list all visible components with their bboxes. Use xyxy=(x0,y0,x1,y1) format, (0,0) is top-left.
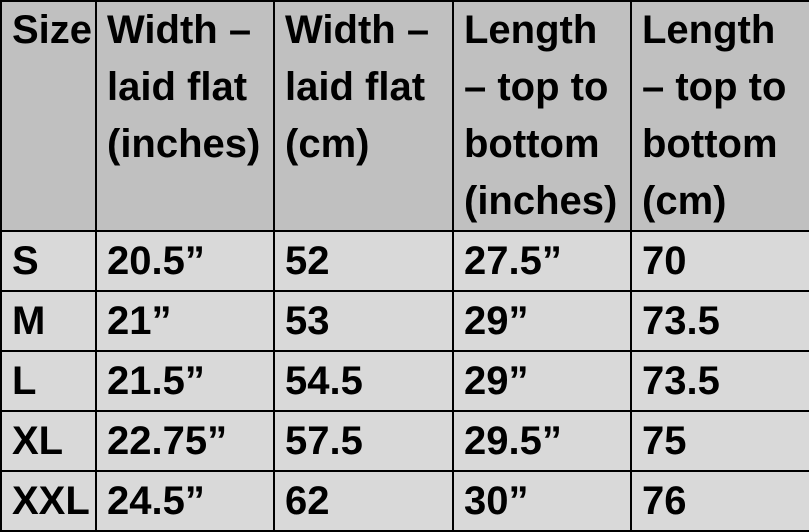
measurement-cell: 29.5” xyxy=(452,410,632,472)
measurement-cell: 53 xyxy=(273,290,454,352)
column-header-line: bottom xyxy=(464,122,600,166)
column-header-line: Width – xyxy=(285,8,430,52)
table-row: XL 22.75” 57.5 29.5” 75 xyxy=(0,410,809,472)
measurement-cell: 54.5 xyxy=(273,350,454,412)
column-header-line: Size xyxy=(12,8,93,52)
measurement-cell: 30” xyxy=(452,470,632,532)
column-header-line: (cm) xyxy=(285,122,370,166)
table-row: S 20.5” 52 27.5” 70 xyxy=(0,230,809,292)
column-header-line: – top to xyxy=(464,65,609,109)
measurement-cell: 76 xyxy=(630,470,809,532)
measurement-cell: 75 xyxy=(630,410,809,472)
size-cell: L xyxy=(0,350,97,412)
measurement-cell: 73.5 xyxy=(630,350,809,412)
measurement-cell: 73.5 xyxy=(630,290,809,352)
table-row: L 21.5” 54.5 29” 73.5 xyxy=(0,350,809,412)
column-header-line: bottom xyxy=(642,122,778,166)
size-cell: XXL xyxy=(0,470,97,532)
measurement-cell: 29” xyxy=(452,290,632,352)
measurement-cell: 52 xyxy=(273,230,454,292)
column-header-line: Width – xyxy=(107,8,252,52)
measurement-cell: 57.5 xyxy=(273,410,454,472)
column-header-line: (inches) xyxy=(464,179,618,223)
size-cell: XL xyxy=(0,410,97,472)
column-header-line: – top to xyxy=(642,65,787,109)
size-cell: M xyxy=(0,290,97,352)
measurement-cell: 21” xyxy=(95,290,275,352)
column-header-line: laid flat xyxy=(107,65,248,109)
column-header: Length – top to bottom (cm) xyxy=(630,0,809,232)
header-row: Size Width – laid flat (inches) Width – laid … xyxy=(0,0,809,232)
measurement-cell: 27.5” xyxy=(452,230,632,292)
measurement-cell: 29” xyxy=(452,350,632,412)
measurement-cell: 24.5” xyxy=(95,470,275,532)
column-header: Width – laid flat (inches) xyxy=(95,0,275,232)
measurement-cell: 62 xyxy=(273,470,454,532)
measurement-cell: 20.5” xyxy=(95,230,275,292)
column-header: Length – top to bottom (inches) xyxy=(452,0,632,232)
column-header: Width – laid flat (cm) xyxy=(273,0,454,232)
measurement-cell: 21.5” xyxy=(95,350,275,412)
table-row: M 21” 53 29” 73.5 xyxy=(0,290,809,352)
column-header: Size xyxy=(0,0,97,232)
column-header-line: laid flat xyxy=(285,65,426,109)
table-row: XXL 24.5” 62 30” 76 xyxy=(0,470,809,532)
column-header-line: Length xyxy=(642,8,776,52)
column-header-line: (cm) xyxy=(642,179,727,223)
column-header-line: Length xyxy=(464,8,598,52)
measurement-cell: 70 xyxy=(630,230,809,292)
column-header-line: (inches) xyxy=(107,122,261,166)
table-body: S 20.5” 52 27.5” 70 M 21” 53 29” 73.5 L 21.5” 54.5 29… xyxy=(0,230,809,532)
size-cell: S xyxy=(0,230,97,292)
measurement-cell: 22.75” xyxy=(95,410,275,472)
